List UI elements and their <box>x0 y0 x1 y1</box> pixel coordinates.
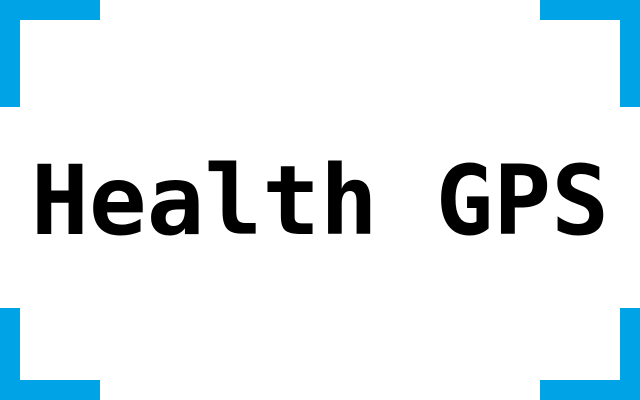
bracket-bar-horizontal <box>540 0 640 20</box>
bracket-bar-horizontal <box>540 380 640 400</box>
bracket-bar-horizontal <box>0 0 100 20</box>
bracket-bar-vertical <box>620 308 640 400</box>
bracket-bar-vertical <box>0 308 20 400</box>
corner-bracket-bottom-left <box>0 308 100 400</box>
corner-bracket-bottom-right <box>540 308 640 400</box>
bracket-bar-vertical <box>0 0 20 107</box>
bracket-bar-horizontal <box>0 380 100 400</box>
corner-bracket-top-right <box>540 0 640 107</box>
logo-title: Health GPS <box>31 145 609 257</box>
corner-bracket-top-left <box>0 0 100 107</box>
bracket-bar-vertical <box>620 0 640 107</box>
